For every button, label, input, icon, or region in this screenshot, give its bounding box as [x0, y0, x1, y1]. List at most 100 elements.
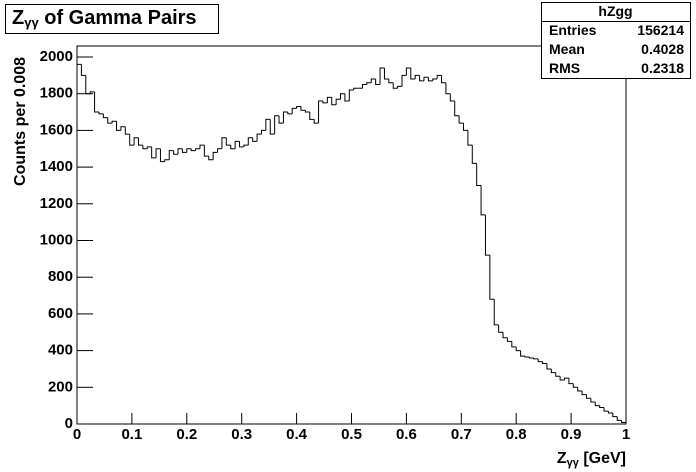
histogram-bin: [116, 121, 121, 131]
histogram-bin: [300, 106, 306, 111]
histogram-bin: [493, 299, 499, 326]
chart-title: Zγγ of Gamma Pairs: [12, 7, 197, 30]
histogram-bin: [480, 185, 486, 216]
stats-value: 0.4028: [641, 41, 684, 57]
histogram-bin: [397, 85, 403, 89]
x-tick-label: 0.1: [121, 426, 142, 443]
histogram-bin: [344, 93, 350, 102]
x-tick-label: 0.2: [176, 426, 197, 443]
histogram-bin: [423, 76, 429, 81]
histogram-bin: [383, 68, 389, 80]
histogram-bin: [265, 118, 271, 131]
histogram-bin: [80, 64, 86, 76]
histogram-bin: [542, 361, 547, 364]
histogram-bin: [537, 358, 543, 363]
histogram-bin: [559, 376, 565, 381]
histogram-bin: [471, 145, 477, 164]
stats-label: RMS: [549, 60, 580, 76]
histogram-bin: [379, 67, 385, 85]
histogram-bin: [581, 390, 587, 396]
histogram-bin: [177, 148, 183, 155]
y-tick-label: 1800: [40, 85, 73, 102]
x-tick-label: 0.7: [451, 426, 472, 443]
histogram-bin: [599, 405, 605, 408]
histogram-bin: [107, 117, 113, 124]
histogram-bin: [392, 82, 398, 89]
histogram-bin: [502, 332, 508, 339]
histogram-bin: [616, 416, 622, 421]
histogram-bin: [340, 93, 345, 100]
histogram-bin: [348, 89, 354, 102]
histogram-bin: [555, 372, 561, 377]
histogram-bin: [585, 394, 591, 399]
histogram-bin: [186, 148, 192, 153]
histogram-bin: [498, 324, 504, 333]
histogram-bin: [151, 146, 157, 159]
histogram-bin: [467, 130, 473, 146]
title-sub: γγ: [24, 15, 39, 30]
x-label-rest: [GeV]: [579, 450, 626, 467]
title-main: Z: [12, 7, 24, 29]
histogram-bin: [269, 119, 275, 135]
x-tick-label: 0.8: [506, 426, 527, 443]
histogram-bin: [234, 140, 240, 149]
histogram-bin: [247, 137, 253, 146]
histogram-bin: [89, 91, 95, 94]
histogram-bin: [221, 137, 227, 149]
histogram-bin: [331, 97, 337, 106]
y-tick-label: 200: [48, 378, 73, 395]
histogram-bin: [225, 137, 231, 146]
x-tick-label: 0.6: [396, 426, 417, 443]
histogram-bin: [410, 68, 416, 80]
y-tick-label: 1600: [40, 121, 73, 138]
histogram-bin: [590, 398, 596, 403]
histogram-bin: [419, 75, 424, 82]
histogram-bin: [199, 144, 205, 149]
histogram-bin: [533, 357, 539, 360]
y-tick-label: 2000: [40, 48, 73, 65]
histogram-bin: [436, 74, 442, 80]
histogram-bin: [94, 91, 99, 113]
histogram-bin: [309, 112, 315, 120]
histogram-bin: [432, 78, 438, 81]
histogram-bin: [577, 387, 583, 392]
histogram-bin: [217, 148, 222, 153]
y-tick-label: 1200: [40, 195, 73, 212]
stats-value: 0.2318: [641, 60, 684, 76]
x-tick-label: 0.5: [341, 426, 362, 443]
stats-value: 156214: [637, 22, 684, 38]
histogram-bin: [318, 100, 323, 124]
histogram-bin: [274, 115, 280, 135]
histogram-bin: [401, 74, 407, 87]
histogram-bin: [361, 84, 367, 89]
histogram-bin: [366, 82, 372, 85]
histogram-bin: [375, 79, 381, 86]
y-tick-label: 1000: [40, 231, 73, 248]
histogram-bin: [335, 98, 341, 105]
x-tick-label: 1: [622, 426, 630, 443]
x-tick-label: 0.3: [231, 426, 252, 443]
histogram-bin: [445, 82, 451, 95]
x-label-sub: γγ: [567, 457, 580, 469]
histogram-bin: [256, 133, 262, 142]
title-box: [5, 4, 219, 34]
histogram-bin: [212, 151, 218, 160]
stats-box: [541, 2, 691, 79]
histogram-bin: [291, 107, 297, 114]
histogram-bin: [146, 146, 152, 149]
histogram-bin: [388, 79, 394, 84]
histogram-bin: [454, 101, 460, 117]
histogram-bin: [168, 150, 174, 160]
histogram-bin: [621, 420, 627, 424]
histogram-bin: [155, 148, 161, 158]
histogram-bin: [564, 377, 569, 380]
histogram-bin: [370, 78, 376, 83]
histogram-bin: [427, 77, 433, 82]
histogram-bin: [489, 255, 495, 300]
histogram-bin: [322, 101, 328, 104]
histogram-bin: [137, 137, 143, 146]
histogram-bin: [414, 74, 420, 80]
histogram-bin: [98, 112, 104, 115]
x-label-main: Z: [557, 450, 567, 467]
